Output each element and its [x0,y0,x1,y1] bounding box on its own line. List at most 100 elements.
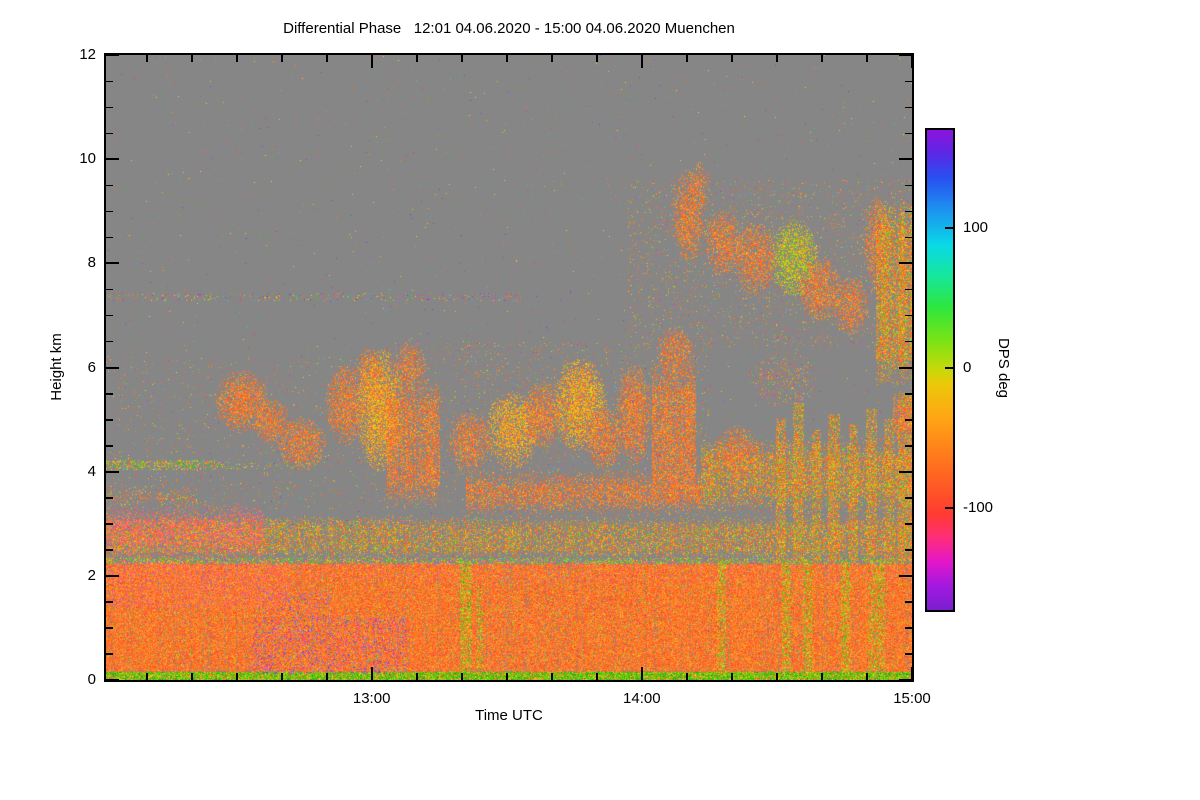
x-minor-tick [146,673,148,680]
y-minor-tick [905,653,912,655]
y-tick-label: 2 [87,566,96,584]
colorbar-tick-label: 100 [963,218,989,236]
y-major-tick [899,54,912,56]
x-minor-tick [191,55,193,62]
y-major-tick [106,366,119,369]
x-minor-tick [776,673,778,680]
x-minor-tick [281,673,283,680]
y-minor-tick [106,549,113,551]
y-minor-tick [905,445,912,447]
y-minor-tick [905,288,912,291]
x-tick-label: 13:00 [352,690,391,707]
x-major-tick [911,55,913,68]
colorbar [925,128,955,612]
x-tick-label: 15:00 [893,690,931,707]
y-minor-tick [905,497,912,499]
y-minor-tick [905,340,912,343]
y-minor-tick [905,419,912,421]
x-minor-tick [731,55,733,62]
colorbar-tick [945,226,953,229]
y-minor-tick [905,393,912,395]
y-minor-tick [106,445,113,447]
x-minor-tick [776,55,778,62]
y-minor-tick [905,184,912,187]
y-minor-tick [106,288,113,291]
y-minor-tick [106,523,113,525]
y-minor-tick [905,549,912,551]
colorbar-tick [945,507,953,510]
y-major-tick [106,679,119,681]
y-major-tick [899,366,912,369]
x-minor-tick [686,673,688,680]
y-minor-tick [905,80,912,83]
y-tick-label: 10 [79,150,96,168]
y-tick-label: 6 [87,358,96,376]
x-minor-tick [416,55,418,62]
y-tick-label: 8 [87,254,96,272]
y-minor-tick [106,80,113,83]
colorbar-tick-label: 0 [963,359,972,376]
colorbar-tick [945,367,953,369]
x-minor-tick [821,673,823,680]
x-minor-tick [686,55,688,62]
y-minor-tick [106,236,113,239]
y-minor-tick [106,340,113,343]
x-minor-tick [506,673,508,680]
y-minor-tick [106,627,113,629]
y-major-tick [899,574,912,577]
x-minor-tick [731,673,733,680]
y-minor-tick [905,627,912,629]
x-axis-label: Time UTC [475,707,543,724]
y-tick-label: 12 [79,46,96,63]
x-minor-tick [326,55,328,62]
x-major-tick [640,55,643,68]
x-minor-tick [461,55,463,62]
y-minor-tick [106,419,113,421]
colorbar-tick-label: -100 [963,499,994,517]
x-minor-tick [506,55,508,62]
y-major-tick [899,262,912,265]
y-major-tick [106,262,119,265]
y-tick-label: 4 [87,462,96,480]
y-major-tick [899,158,912,161]
y-minor-tick [106,653,113,655]
y-major-tick [899,470,912,473]
x-minor-tick [461,673,463,680]
x-tick-label: 14:00 [623,690,661,707]
heatmap-canvas [106,55,912,680]
y-minor-tick [905,210,912,213]
x-minor-tick [326,673,328,680]
x-major-tick [370,667,373,680]
x-minor-tick [866,673,868,680]
y-minor-tick [106,497,113,499]
x-minor-tick [596,55,598,62]
y-minor-tick [905,236,912,239]
y-minor-tick [106,106,113,109]
x-minor-tick [236,673,238,680]
y-minor-tick [106,210,113,213]
y-minor-tick [905,106,912,109]
y-major-tick [106,54,119,56]
x-minor-tick [551,673,553,680]
y-major-tick [899,679,912,681]
x-minor-tick [416,673,418,680]
x-minor-tick [596,673,598,680]
y-minor-tick [905,132,912,135]
x-minor-tick [236,55,238,62]
y-minor-tick [106,314,113,317]
y-minor-tick [905,601,912,603]
y-major-tick [106,574,119,577]
x-minor-tick [281,55,283,62]
x-minor-tick [191,673,193,680]
y-minor-tick [106,601,113,603]
x-minor-tick [146,55,148,62]
x-minor-tick [821,55,823,62]
x-major-tick [370,55,373,68]
x-minor-tick [551,55,553,62]
y-minor-tick [106,393,113,395]
y-tick-label: 0 [87,671,96,688]
y-minor-tick [905,314,912,317]
y-minor-tick [905,523,912,525]
y-minor-tick [106,132,113,135]
